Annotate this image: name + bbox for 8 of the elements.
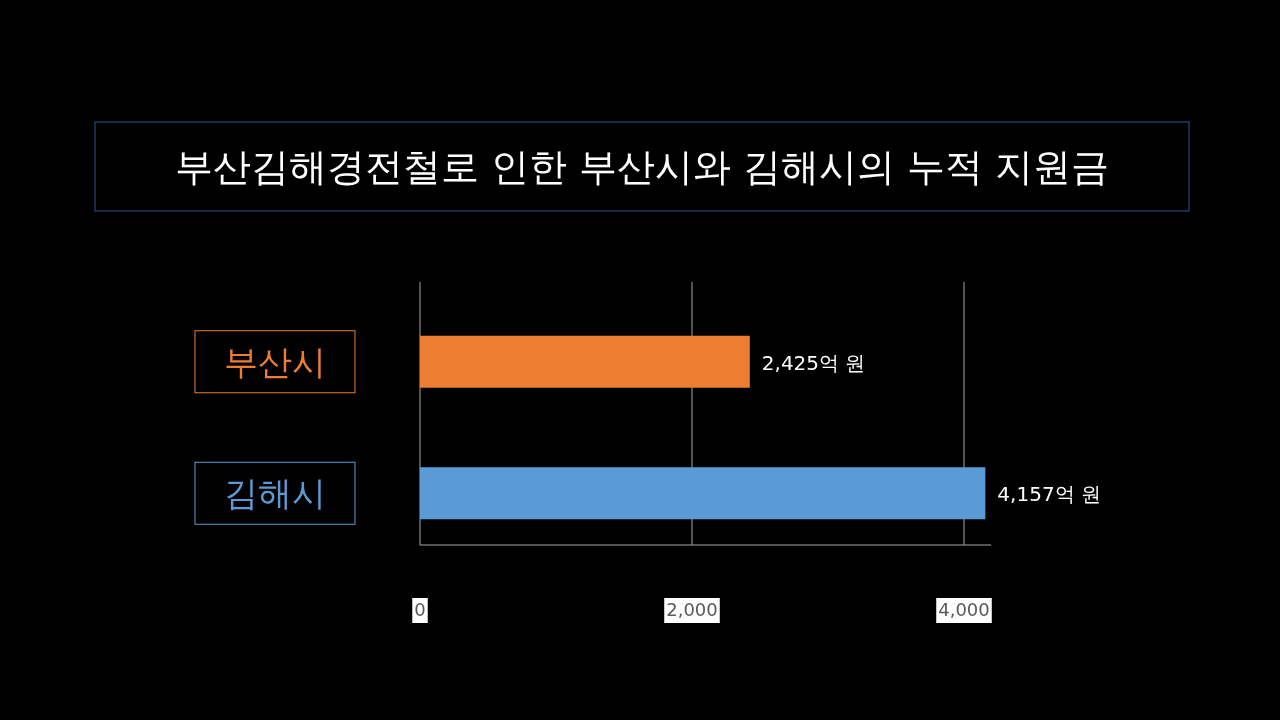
- x-tick-label: 4,000: [938, 599, 990, 620]
- x-tick-label: 0: [414, 599, 426, 620]
- data-label: 2,425억 원: [761, 350, 866, 375]
- x-tick-label: 2,000: [666, 599, 718, 620]
- y-tick-label: 김해시: [224, 473, 326, 514]
- chart-title: 부산김해경전철로 인한 부산시와 김해시의 누적 지원금: [174, 145, 1110, 189]
- data-label: 4,157억 원: [997, 482, 1101, 507]
- y-tick-label: 부산시: [224, 341, 326, 382]
